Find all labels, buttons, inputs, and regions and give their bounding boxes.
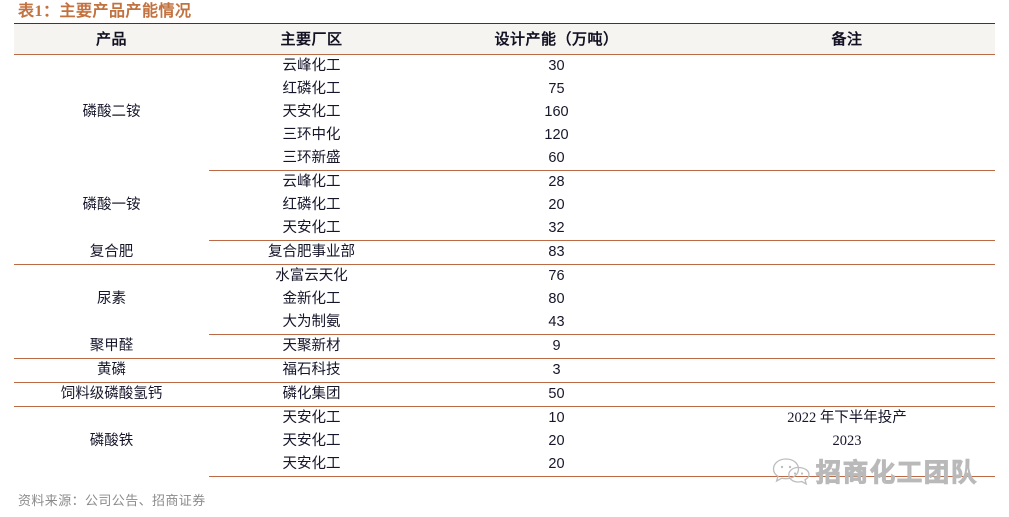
cell-capacity: 80 xyxy=(548,291,565,307)
table-row: 三环新盛 60 xyxy=(14,147,995,171)
table-row: 磷酸一铵 云峰化工 28 xyxy=(14,171,995,213)
cell-plant: 天安化工 xyxy=(282,104,341,120)
cell-remark xyxy=(699,382,995,407)
cell-remark xyxy=(699,147,995,171)
table-row: 聚甲醛 天聚新材 9 xyxy=(14,334,995,359)
cell-remark xyxy=(699,311,995,335)
source-note: 资料来源：公司公告、招商证券 xyxy=(18,493,206,508)
column-header-product: 产品 xyxy=(14,23,209,55)
cell-remark xyxy=(699,453,995,477)
cell-remark xyxy=(699,124,995,147)
cell-product: 磷酸一铵 xyxy=(82,197,141,213)
cell-capacity: 160 xyxy=(544,104,569,120)
cell-plant: 福石科技 xyxy=(209,358,414,383)
cell-capacity: 83 xyxy=(414,240,699,265)
cell-remark xyxy=(699,55,995,79)
cell-remark xyxy=(699,78,995,101)
cell-capacity: 75 xyxy=(548,81,565,97)
cell-plant: 天安化工 xyxy=(209,453,414,477)
cell-remark xyxy=(699,101,995,124)
column-header-capacity: 设计产能（万吨） xyxy=(414,23,699,55)
cell-plant: 天安化工 xyxy=(282,410,341,426)
cell-capacity: 30 xyxy=(548,58,565,74)
cell-plant: 水富云天化 xyxy=(275,268,348,284)
capacity-table: 产品 主要厂区 设计产能（万吨） 备注 磷酸二铵 云峰化工 30 红磷化工 75 天安化工… xyxy=(14,23,995,477)
cell-capacity: 50 xyxy=(414,382,699,407)
cell-remark xyxy=(699,288,995,311)
cell-plant: 天安化工 xyxy=(282,433,341,449)
table-row: 尿素 水富云天化 76 xyxy=(14,265,995,307)
table-row: 饲料级磷酸氢钙 磷化集团 50 xyxy=(14,382,995,407)
cell-capacity: 10 xyxy=(548,410,565,426)
cell-remark xyxy=(699,358,995,383)
cell-plant: 三环中化 xyxy=(282,127,341,143)
cell-plant: 天聚新材 xyxy=(209,334,414,359)
table-row: 红磷化工 20 xyxy=(14,194,995,217)
table-row: 天安化工 160 xyxy=(14,101,995,124)
cell-capacity: 20 xyxy=(414,453,699,477)
cell-product: 磷酸二铵 xyxy=(82,104,141,121)
cell-plant: 金新化工 xyxy=(282,291,341,307)
cell-plant: 天安化工 xyxy=(209,217,414,241)
table-row: 磷酸铁 天安化工 10 2022 年下半年投产 xyxy=(14,407,995,449)
cell-capacity: 9 xyxy=(414,334,699,359)
cell-product: 聚甲醛 xyxy=(14,334,209,359)
table-row: 天安化工 32 xyxy=(14,217,995,241)
cell-plant: 复合肥事业部 xyxy=(209,240,414,265)
table-row: 黄磷 福石科技 3 xyxy=(14,358,995,383)
cell-product: 黄磷 xyxy=(14,358,209,383)
cell-capacity: 32 xyxy=(414,217,699,241)
cell-plant: 红磷化工 xyxy=(282,81,341,97)
cell-product: 饲料级磷酸氢钙 xyxy=(14,382,209,407)
page-title: 表1：主要产品产能情况 xyxy=(18,3,192,20)
cell-plant: 磷化集团 xyxy=(209,382,414,407)
cell-remark xyxy=(699,240,995,265)
cell-remark: 2023 xyxy=(832,433,862,449)
table-row: 复合肥 复合肥事业部 83 xyxy=(14,240,995,265)
table-row: 磷酸二铵 云峰化工 30 xyxy=(14,55,995,120)
cell-plant: 云峰化工 xyxy=(282,174,341,190)
cell-remark xyxy=(699,171,995,195)
table-header: 产品 主要厂区 设计产能（万吨） 备注 xyxy=(14,23,995,55)
cell-remark: 2022 年下半年投产 xyxy=(787,410,907,426)
table-row: 大为制氨 43 xyxy=(14,311,995,335)
cell-remark xyxy=(699,334,995,359)
cell-capacity: 20 xyxy=(548,197,565,213)
cell-capacity: 76 xyxy=(548,268,565,284)
cell-remark xyxy=(699,194,995,217)
table-row: 红磷化工 75 xyxy=(14,78,995,101)
cell-plant: 三环新盛 xyxy=(209,147,414,171)
cell-capacity: 60 xyxy=(414,147,699,171)
table-row: 三环中化 120 xyxy=(14,124,995,147)
cell-capacity: 120 xyxy=(544,127,569,143)
cell-product: 磷酸铁 xyxy=(89,433,134,450)
table-header-row: 产品 主要厂区 设计产能（万吨） 备注 xyxy=(14,23,995,55)
cell-capacity: 3 xyxy=(414,358,699,383)
cell-plant: 云峰化工 xyxy=(282,58,341,74)
cell-plant: 红磷化工 xyxy=(282,197,341,213)
cell-remark xyxy=(699,265,995,289)
table-body: 磷酸二铵 云峰化工 30 红磷化工 75 天安化工 160 三环中化 120 三环新盛 60 磷酸一铵… xyxy=(14,55,995,477)
cell-capacity: 43 xyxy=(414,311,699,335)
cell-product: 复合肥 xyxy=(14,240,209,265)
cell-product: 尿素 xyxy=(97,291,126,308)
cell-capacity: 28 xyxy=(548,174,565,190)
table-row: 金新化工 80 xyxy=(14,288,995,311)
cell-remark xyxy=(699,217,995,241)
cell-capacity: 20 xyxy=(548,433,565,449)
column-header-remark: 备注 xyxy=(699,23,995,55)
column-header-plant: 主要厂区 xyxy=(209,23,414,55)
table-row: 天安化工 20 2023 xyxy=(14,430,995,453)
cell-plant: 大为制氨 xyxy=(209,311,414,335)
